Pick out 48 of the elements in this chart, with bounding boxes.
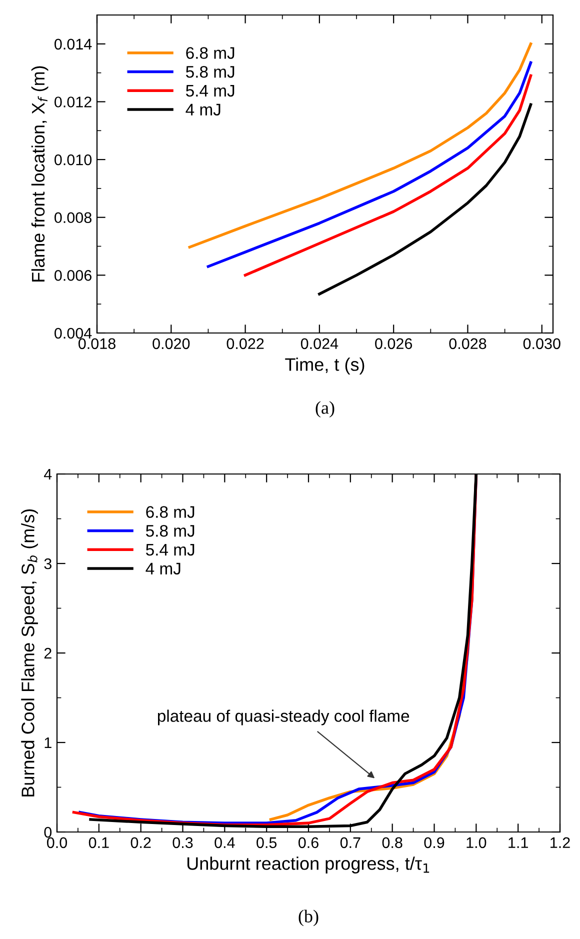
text: (a) [316,401,334,418]
x-tick-label: 0.5 [256,837,277,848]
x-tick-label: 0.020 [152,338,190,350]
legend-label: 6.8 mJ [146,506,194,518]
legend-label: 4 mJ [186,104,220,116]
x-tick-label: 0.8 [382,837,402,848]
x-tick-label: 0.4 [214,837,235,848]
y-tick-label: 4 [44,469,52,480]
y-tick-label: 0.004 [54,328,92,339]
legend-label: 6.8 mJ [186,47,234,59]
y-tick-label: 0.010 [54,154,92,166]
y-axis-title: Flame front location, X$_{f}$ (m) [31,66,48,282]
x-tick-label: 0.028 [449,338,486,350]
text: (b) [298,910,318,926]
legend-label: 5.8 mJ [146,524,194,537]
x-tick-label: 0.6 [298,837,318,848]
x-tick-label: 0.1 [88,837,109,848]
x-tick-label: 0.030 [523,338,560,350]
y-tick-label: 3 [44,558,52,570]
y-tick-label: 2 [44,648,52,659]
legend-label: 5.4 mJ [146,544,194,556]
x-axis-title: Time, t (s) [285,358,364,374]
y-tick-label: 0.014 [54,38,92,50]
y-axis-title: Burned Cool Flame Speed, S$_{b}$ (m/s) [21,509,38,796]
line-series [318,103,532,296]
legend-label: 5.8 mJ [186,66,234,78]
legend-label: 5.4 mJ [186,85,234,97]
y-tick-label: 0.008 [54,212,92,224]
line-series [244,74,532,277]
x-axis-title: Unburnt reaction progress, t/τ$_{1}$ [187,856,430,874]
y-tick-label: 0.012 [54,96,92,108]
x-tick-label: 0.9 [424,837,444,848]
x-tick-label: 0.3 [172,837,193,848]
x-tick-label: 0.024 [300,338,338,350]
annotation: plateau of quasi-steady cool flame [158,710,410,726]
x-tick-label: 0.018 [78,338,116,350]
x-tick-label: 0.022 [226,338,264,350]
x-tick-label: 0.7 [340,837,360,848]
x-tick-label: 1.2 [550,837,570,848]
legend-label: 4 mJ [146,562,180,575]
y-tick-label: 1 [44,738,52,748]
y-tick-label: 0 [44,826,52,838]
x-tick-label: 0.026 [375,338,412,350]
x-tick-label: 1.1 [508,837,528,848]
x-tick-label: 0.0 [46,837,68,848]
x-tick-label: 1.0 [466,837,486,848]
y-tick-label: 0.006 [54,270,92,281]
x-tick-label: 0.2 [130,837,151,848]
